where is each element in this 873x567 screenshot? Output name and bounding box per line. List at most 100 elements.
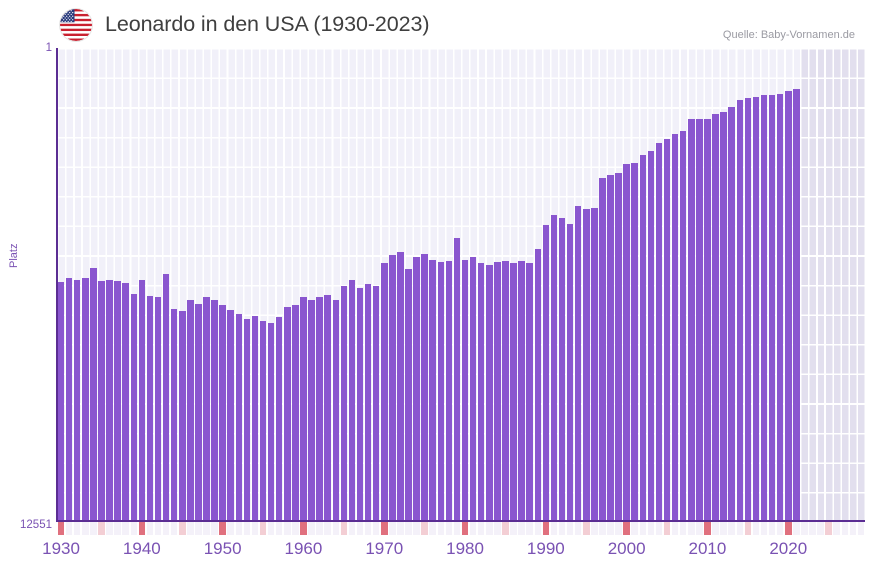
bar <box>542 224 550 521</box>
x-tick-minor <box>655 522 663 535</box>
x-tick-minor <box>211 522 218 535</box>
bar <box>469 256 477 521</box>
chart-plot-area <box>57 48 865 521</box>
y-axis-tick-top: 1 <box>45 42 52 54</box>
x-tick-minor <box>534 522 542 535</box>
no-data-band <box>800 48 865 521</box>
x-tick-minor <box>793 522 800 535</box>
x-tick-minor <box>639 522 647 535</box>
x-axis-line <box>56 520 865 522</box>
x-tick-minor <box>574 522 582 535</box>
bar <box>251 315 259 521</box>
bar <box>179 311 186 521</box>
x-tick-minor <box>736 522 744 535</box>
x-tick-minor <box>566 522 574 535</box>
x-tick-minor <box>591 522 598 535</box>
x-tick-minor <box>162 522 170 535</box>
bar <box>550 215 558 521</box>
x-axis-label: 2020 <box>769 539 808 558</box>
bar <box>671 134 679 521</box>
x-tick-minor <box>663 522 671 535</box>
y-axis-tick-bottom: 12551 <box>20 519 52 531</box>
bar <box>704 118 711 521</box>
bar <box>381 262 388 521</box>
x-axis-label: 2000 <box>607 539 646 558</box>
bar <box>526 262 533 521</box>
x-tick-minor <box>146 522 154 535</box>
x-tick-minor <box>170 522 178 535</box>
bar <box>243 318 251 521</box>
bar <box>615 173 622 521</box>
x-tick-minor <box>752 522 760 535</box>
bar <box>82 278 89 521</box>
x-axis-label: 1980 <box>446 539 484 558</box>
bar <box>138 280 146 521</box>
bar <box>623 164 630 521</box>
x-tick-minor <box>389 522 396 535</box>
bar <box>477 262 485 521</box>
bar <box>389 254 396 521</box>
bar <box>744 98 752 521</box>
x-tick-minor <box>833 522 840 535</box>
x-axis-ticks <box>57 522 865 535</box>
x-tick-minor <box>647 522 655 535</box>
x-tick-minor <box>768 522 776 535</box>
x-tick-minor <box>98 522 105 535</box>
bar <box>332 300 340 521</box>
bar <box>752 96 760 521</box>
x-tick-minor <box>712 522 719 535</box>
bar <box>736 100 744 521</box>
bar <box>154 296 162 521</box>
bar <box>599 178 606 521</box>
x-tick-minor <box>154 522 162 535</box>
bar <box>591 208 598 521</box>
x-tick-minor <box>275 522 283 535</box>
x-tick-major <box>785 522 792 535</box>
x-tick-minor <box>518 522 525 535</box>
y-axis-title: Platz <box>8 243 20 268</box>
bar-series <box>57 48 865 521</box>
bar <box>574 206 582 521</box>
bar <box>688 118 695 521</box>
x-tick-minor <box>405 522 412 535</box>
x-tick-minor <box>114 522 121 535</box>
bar <box>558 218 566 521</box>
x-tick-minor <box>292 522 299 535</box>
bar <box>768 94 776 521</box>
x-tick-minor <box>671 522 679 535</box>
x-tick-major <box>300 522 307 535</box>
x-tick-major <box>704 522 711 535</box>
x-tick-minor <box>607 522 614 535</box>
bar <box>356 287 364 521</box>
bar <box>437 262 445 521</box>
x-axis-label: 1970 <box>365 539 404 558</box>
bar <box>316 297 323 521</box>
x-axis-label: 1990 <box>526 539 565 558</box>
bar <box>793 88 800 521</box>
x-tick-minor <box>510 522 517 535</box>
x-tick-minor <box>332 522 340 535</box>
x-axis-label: 1960 <box>284 539 323 558</box>
bar <box>146 295 154 521</box>
x-tick-major <box>623 522 630 535</box>
us-flag-icon <box>60 9 92 41</box>
bar <box>364 283 372 521</box>
bar <box>494 262 501 521</box>
x-tick-minor <box>825 522 832 535</box>
bar <box>211 300 218 521</box>
bar <box>502 261 509 521</box>
bar <box>631 162 638 521</box>
x-tick-minor <box>179 522 186 535</box>
x-tick-minor <box>106 522 113 535</box>
x-tick-minor <box>356 522 364 535</box>
bar <box>583 208 590 521</box>
x-tick-minor <box>195 522 202 535</box>
x-tick-minor <box>720 522 727 535</box>
x-tick-minor <box>760 522 768 535</box>
bar <box>647 151 655 521</box>
x-tick-minor <box>421 522 428 535</box>
x-tick-minor <box>679 522 687 535</box>
x-tick-minor <box>631 522 638 535</box>
bar <box>275 316 283 521</box>
no-data-gridlines <box>800 48 865 521</box>
